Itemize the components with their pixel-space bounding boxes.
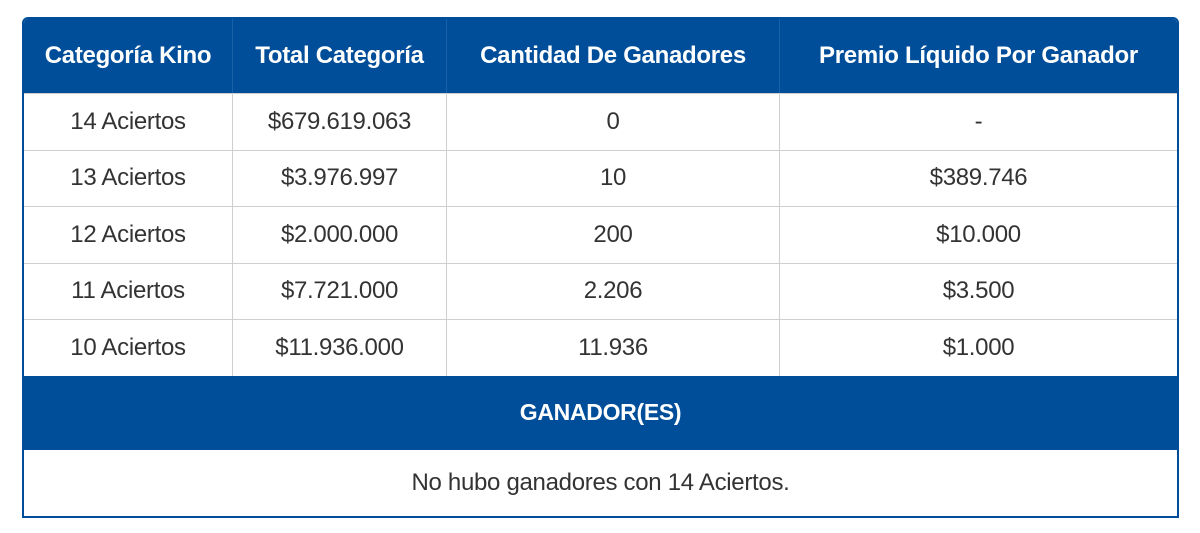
cell-premio: $1.000: [942, 333, 1015, 361]
cell-categoria: 12 Aciertos: [24, 207, 233, 263]
cell-categoria: 14 Aciertos: [24, 94, 233, 150]
results-table: Categoría Kino Total Categoría Cantidad …: [22, 17, 1179, 518]
table-row: 12 Aciertos $2.000.000 200 $10.000: [24, 206, 1177, 263]
cell-categoria: 11 Aciertos: [24, 263, 233, 319]
table-row: 14 Aciertos $679.619.063 0 -: [24, 93, 1177, 150]
header-total-categoria: Total Categoría: [233, 19, 447, 93]
cell-premio: $389.746: [929, 164, 1028, 192]
table-row: 10 Aciertos $11.936.000 11.936 $1.000: [24, 319, 1177, 376]
header-premio-liquido: Premio Líquido Por Ganador: [819, 42, 1138, 69]
winners-message: No hubo ganadores con 14 Aciertos.: [24, 449, 1177, 516]
cell-premio: $3.500: [942, 277, 1015, 305]
cell-total: $3.976.997: [233, 150, 447, 206]
table-row: 13 Aciertos $3.976.997 10 $389.746: [24, 149, 1177, 206]
cell-total: $7.721.000: [233, 263, 447, 319]
winners-header: GANADOR(ES): [24, 375, 1177, 450]
cell-premio: $10.000: [936, 220, 1021, 248]
header-cantidad-ganadores: Cantidad De Ganadores: [447, 19, 780, 93]
cell-total: $2.000.000: [233, 207, 447, 263]
table-row: 11 Aciertos $7.721.000 2.206 $3.500: [24, 262, 1177, 319]
cell-ganadores: 10: [447, 150, 780, 206]
cell-ganadores: 11.936: [447, 320, 780, 376]
cell-ganadores: 0: [447, 94, 780, 150]
cell-categoria: 10 Aciertos: [24, 320, 233, 376]
cell-premio: -: [974, 107, 983, 135]
cell-ganadores: 2.206: [447, 263, 780, 319]
cell-categoria: 13 Aciertos: [24, 150, 233, 206]
header-categoria-kino: Categoría Kino: [24, 19, 233, 93]
cell-total: $679.619.063: [233, 94, 447, 150]
table-header-row: Categoría Kino Total Categoría Cantidad …: [24, 19, 1177, 93]
cell-ganadores: 200: [447, 207, 780, 263]
cell-total: $11.936.000: [233, 320, 447, 376]
